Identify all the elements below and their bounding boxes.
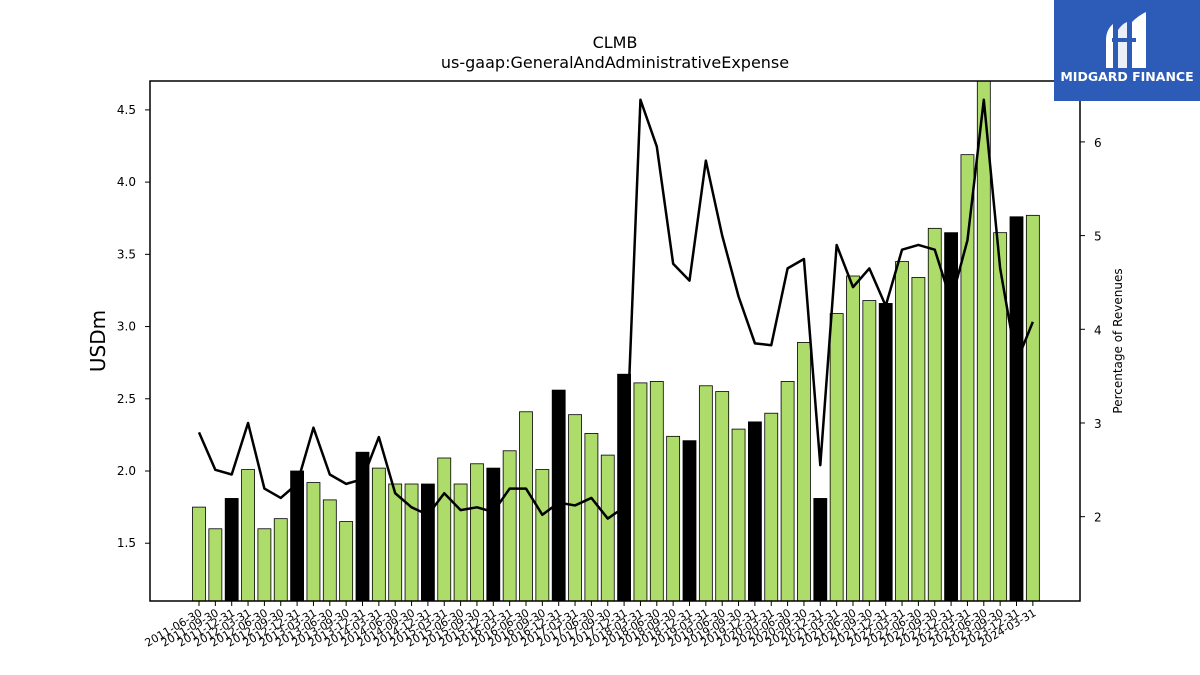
y-axis-label: USDm — [86, 310, 110, 372]
bar-2022-06-30 — [911, 277, 926, 602]
x-axis: 2011-06-302011-09-302011-12-312012-03-31… — [143, 601, 1038, 650]
y-tick-label: 2.5 — [117, 392, 136, 406]
bar-2020-06-30 — [780, 381, 795, 602]
bar-2022-03-31 — [895, 261, 909, 602]
y-tick-label: 4.0 — [117, 175, 136, 189]
bar-2016-09-30 — [535, 469, 550, 602]
logo-mark-icon — [1106, 12, 1146, 68]
bar-2017-06-30 — [584, 433, 599, 602]
bar-2011-09-30 — [208, 528, 223, 602]
bar-2019-09-30 — [731, 428, 746, 602]
bar-2018-06-30 — [649, 381, 664, 602]
bar-2015-03-31 — [437, 457, 452, 602]
bar-2023-03-31 — [960, 154, 975, 602]
left-y-axis: 1.5 2.0 2.5 3.0 3.5 4.0 4.5 — [117, 103, 150, 550]
bar-2021-09-30 — [862, 300, 877, 602]
bar-2015-09-30 — [470, 463, 484, 602]
y-tick-label: 3.5 — [117, 247, 136, 261]
line-series — [197, 98, 1035, 520]
bar-2013-06-30 — [322, 499, 337, 602]
bar-2016-12-31 — [551, 389, 566, 602]
bar-2018-12-31 — [682, 440, 697, 602]
y2-axis-label: Percentage of Revenues — [1111, 268, 1125, 413]
bar-2015-12-31 — [486, 467, 501, 602]
chart-title: CLMB — [593, 33, 638, 52]
plot-frame — [149, 80, 1081, 602]
bar-2014-12-31 — [420, 483, 435, 602]
y2-tick-label: 6 — [1094, 136, 1102, 150]
bar-2014-09-30 — [404, 483, 419, 602]
bar-2023-12-31 — [1009, 216, 1024, 602]
bar-2011-12-31 — [224, 498, 239, 602]
bar-2019-06-30 — [715, 391, 730, 602]
y2-tick-label: 5 — [1094, 230, 1102, 244]
midgard-logo: MIDGARD FINANCE — [1054, 0, 1200, 101]
bar-2012-03-31 — [241, 469, 255, 602]
y2-tick-label: 2 — [1094, 511, 1102, 525]
y2-tick-label: 4 — [1094, 323, 1102, 337]
bar-2021-06-30 — [846, 275, 860, 602]
bar-2012-12-31 — [290, 470, 305, 602]
bar-2017-03-31 — [568, 414, 582, 602]
bar-2016-03-31 — [502, 450, 517, 602]
bar-2018-09-30 — [666, 435, 681, 602]
bar-2022-09-30 — [927, 227, 942, 602]
bar-2016-06-30 — [519, 411, 533, 602]
bar-2013-12-31 — [355, 451, 370, 602]
y-tick-label: 4.5 — [117, 103, 136, 117]
bar-2017-09-30 — [600, 454, 615, 602]
bar-2012-06-30 — [257, 528, 272, 602]
y-tick-label: 3.0 — [117, 320, 136, 334]
bar-2019-03-31 — [698, 385, 713, 602]
bar-2021-03-31 — [829, 313, 844, 602]
bar-2013-09-30 — [339, 521, 354, 602]
bar-2020-12-31 — [813, 498, 828, 602]
bar-2018-03-31 — [633, 382, 648, 602]
bar-2020-09-30 — [797, 342, 811, 602]
bar-2012-09-30 — [273, 518, 288, 602]
bar-2021-12-31 — [878, 303, 893, 602]
bar-2024-03-31 — [1025, 214, 1040, 602]
chart-subtitle: us-gaap:GeneralAndAdministrativeExpense — [441, 53, 789, 72]
right-y-axis: 2 3 4 5 6 — [1080, 136, 1102, 525]
bar-2019-12-31 — [748, 421, 762, 602]
bar-2014-06-30 — [388, 483, 403, 602]
percentage-line — [197, 98, 1035, 520]
y2-tick-label: 3 — [1094, 417, 1102, 431]
bar-2020-03-31 — [764, 412, 779, 602]
bar-2015-06-30 — [453, 483, 468, 602]
y-tick-label: 2.0 — [117, 464, 136, 478]
bar-2013-03-31 — [306, 482, 321, 602]
bar-2014-03-31 — [371, 467, 386, 602]
logo-text: MIDGARD FINANCE — [1060, 69, 1193, 84]
bar-2011-06-30 — [192, 506, 206, 602]
y-tick-label: 1.5 — [117, 536, 136, 550]
bar-series — [192, 80, 1040, 602]
